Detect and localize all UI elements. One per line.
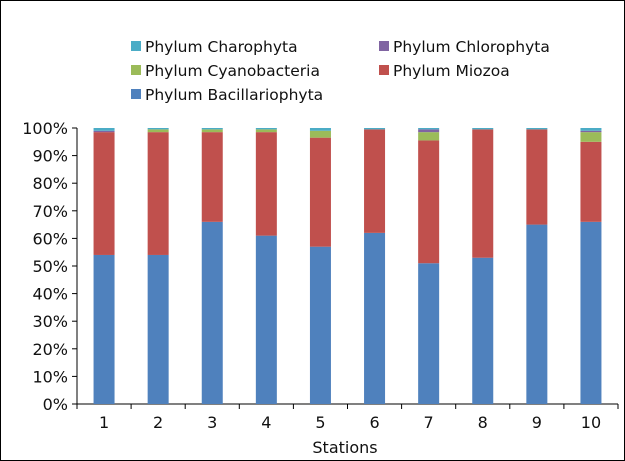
bar-segment <box>255 235 277 404</box>
bar-segment <box>201 129 223 133</box>
x-tick-label: 2 <box>153 413 163 432</box>
y-tick-label: 40% <box>32 285 68 304</box>
y-tick-label: 0% <box>43 395 68 414</box>
bar-segment <box>309 130 331 138</box>
bar-segment <box>526 128 548 130</box>
bar-segment <box>255 132 277 236</box>
x-axis-label: Stations <box>312 438 377 457</box>
bar-segment <box>201 132 223 222</box>
y-tick-label: 90% <box>32 147 68 166</box>
x-tick-label: 9 <box>532 413 542 432</box>
bar-segment <box>580 132 602 142</box>
y-tick-label: 50% <box>32 257 68 276</box>
bar-segment <box>255 129 277 133</box>
bar-segment <box>580 141 602 222</box>
bar-segment <box>526 224 548 404</box>
bar-segment <box>580 221 602 404</box>
bar-segment <box>255 128 277 130</box>
bar-segment <box>472 129 494 258</box>
x-tick-label: 10 <box>581 413 601 432</box>
y-tick-label: 60% <box>32 229 68 248</box>
bar-segment <box>418 263 440 404</box>
axes: 0% 10% 20% 30% 40% 50% 60% 70% 80% 90% 100% 1 2 3 4 5 6 7… <box>22 119 619 432</box>
bar-segment <box>309 128 331 131</box>
legend-swatch <box>131 65 141 75</box>
bar-segment <box>364 232 386 404</box>
bar-segment <box>147 128 169 130</box>
bars <box>93 128 602 404</box>
bar-segment <box>147 129 169 133</box>
legend-label: Phylum Charophyta <box>145 38 298 56</box>
x-tick-label: 8 <box>478 413 488 432</box>
legend-label: Phylum Bacillariophyta <box>145 86 323 104</box>
bar-segment <box>364 128 386 130</box>
x-tick-label: 4 <box>261 413 271 432</box>
y-tick-label: 10% <box>32 367 68 386</box>
bar-segment <box>580 128 602 131</box>
bar-segment <box>418 129 440 133</box>
legend-swatch <box>379 65 389 75</box>
x-tick-label: 6 <box>369 413 379 432</box>
bar-segment <box>147 132 169 255</box>
bar-segment <box>418 140 440 264</box>
bar-segment <box>309 246 331 404</box>
bar-segment <box>201 221 223 404</box>
x-tick-label: 3 <box>207 413 217 432</box>
legend-swatch <box>131 41 141 51</box>
legend-swatch <box>131 89 141 99</box>
y-tick-label: 70% <box>32 202 68 221</box>
x-tick-label: 5 <box>315 413 325 432</box>
bar-segment <box>309 137 331 247</box>
bar-segment <box>526 129 548 225</box>
legend-swatch <box>379 41 389 51</box>
bar-segment <box>93 254 115 404</box>
y-tick-label: 100% <box>22 119 68 138</box>
legend-label: Phylum Miozoa <box>393 62 510 80</box>
bar-segment <box>147 254 169 404</box>
y-tick-label: 30% <box>32 312 68 331</box>
x-tick-label: 7 <box>424 413 434 432</box>
y-tick-label: 20% <box>32 340 68 359</box>
bar-segment <box>93 130 115 133</box>
bar-segment <box>418 132 440 141</box>
bar-segment <box>472 257 494 404</box>
bar-segment <box>364 129 386 233</box>
x-tick-label: 1 <box>99 413 109 432</box>
bar-segment <box>580 130 602 133</box>
bar-segment <box>93 132 115 255</box>
y-tick-label: 80% <box>32 174 68 193</box>
legend-label: Phylum Chlorophyta <box>393 38 550 56</box>
bar-segment <box>201 128 223 130</box>
bar-segment <box>472 128 494 130</box>
legend: Phylum Charophyta Phylum Chlorophyta Phylu… <box>131 38 550 104</box>
bar-segment <box>418 128 440 130</box>
bar-segment <box>93 128 115 131</box>
legend-label: Phylum Cyanobacteria <box>145 62 320 80</box>
